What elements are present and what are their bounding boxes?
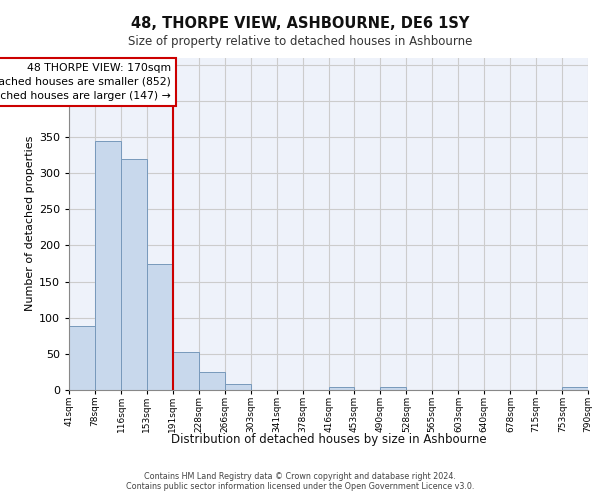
Text: Contains public sector information licensed under the Open Government Licence v3: Contains public sector information licen… [126, 482, 474, 491]
Text: Distribution of detached houses by size in Ashbourne: Distribution of detached houses by size … [171, 432, 487, 446]
Text: Size of property relative to detached houses in Ashbourne: Size of property relative to detached ho… [128, 35, 472, 48]
Text: Contains HM Land Registry data © Crown copyright and database right 2024.: Contains HM Land Registry data © Crown c… [144, 472, 456, 481]
Bar [329, 387, 355, 390]
Text: 48, THORPE VIEW, ASHBOURNE, DE6 1SY: 48, THORPE VIEW, ASHBOURNE, DE6 1SY [131, 16, 469, 31]
Bar [95, 140, 121, 390]
Bar [199, 372, 225, 390]
Y-axis label: Number of detached properties: Number of detached properties [25, 136, 35, 312]
Text: 48 THORPE VIEW: 170sqm
← 85% of detached houses are smaller (852)
15% of semi-de: 48 THORPE VIEW: 170sqm ← 85% of detached… [0, 62, 171, 102]
Bar [380, 387, 406, 390]
Bar [173, 352, 199, 390]
Bar [69, 326, 95, 390]
Bar [121, 158, 146, 390]
Bar [562, 387, 588, 390]
Bar [225, 384, 251, 390]
Bar [146, 264, 173, 390]
